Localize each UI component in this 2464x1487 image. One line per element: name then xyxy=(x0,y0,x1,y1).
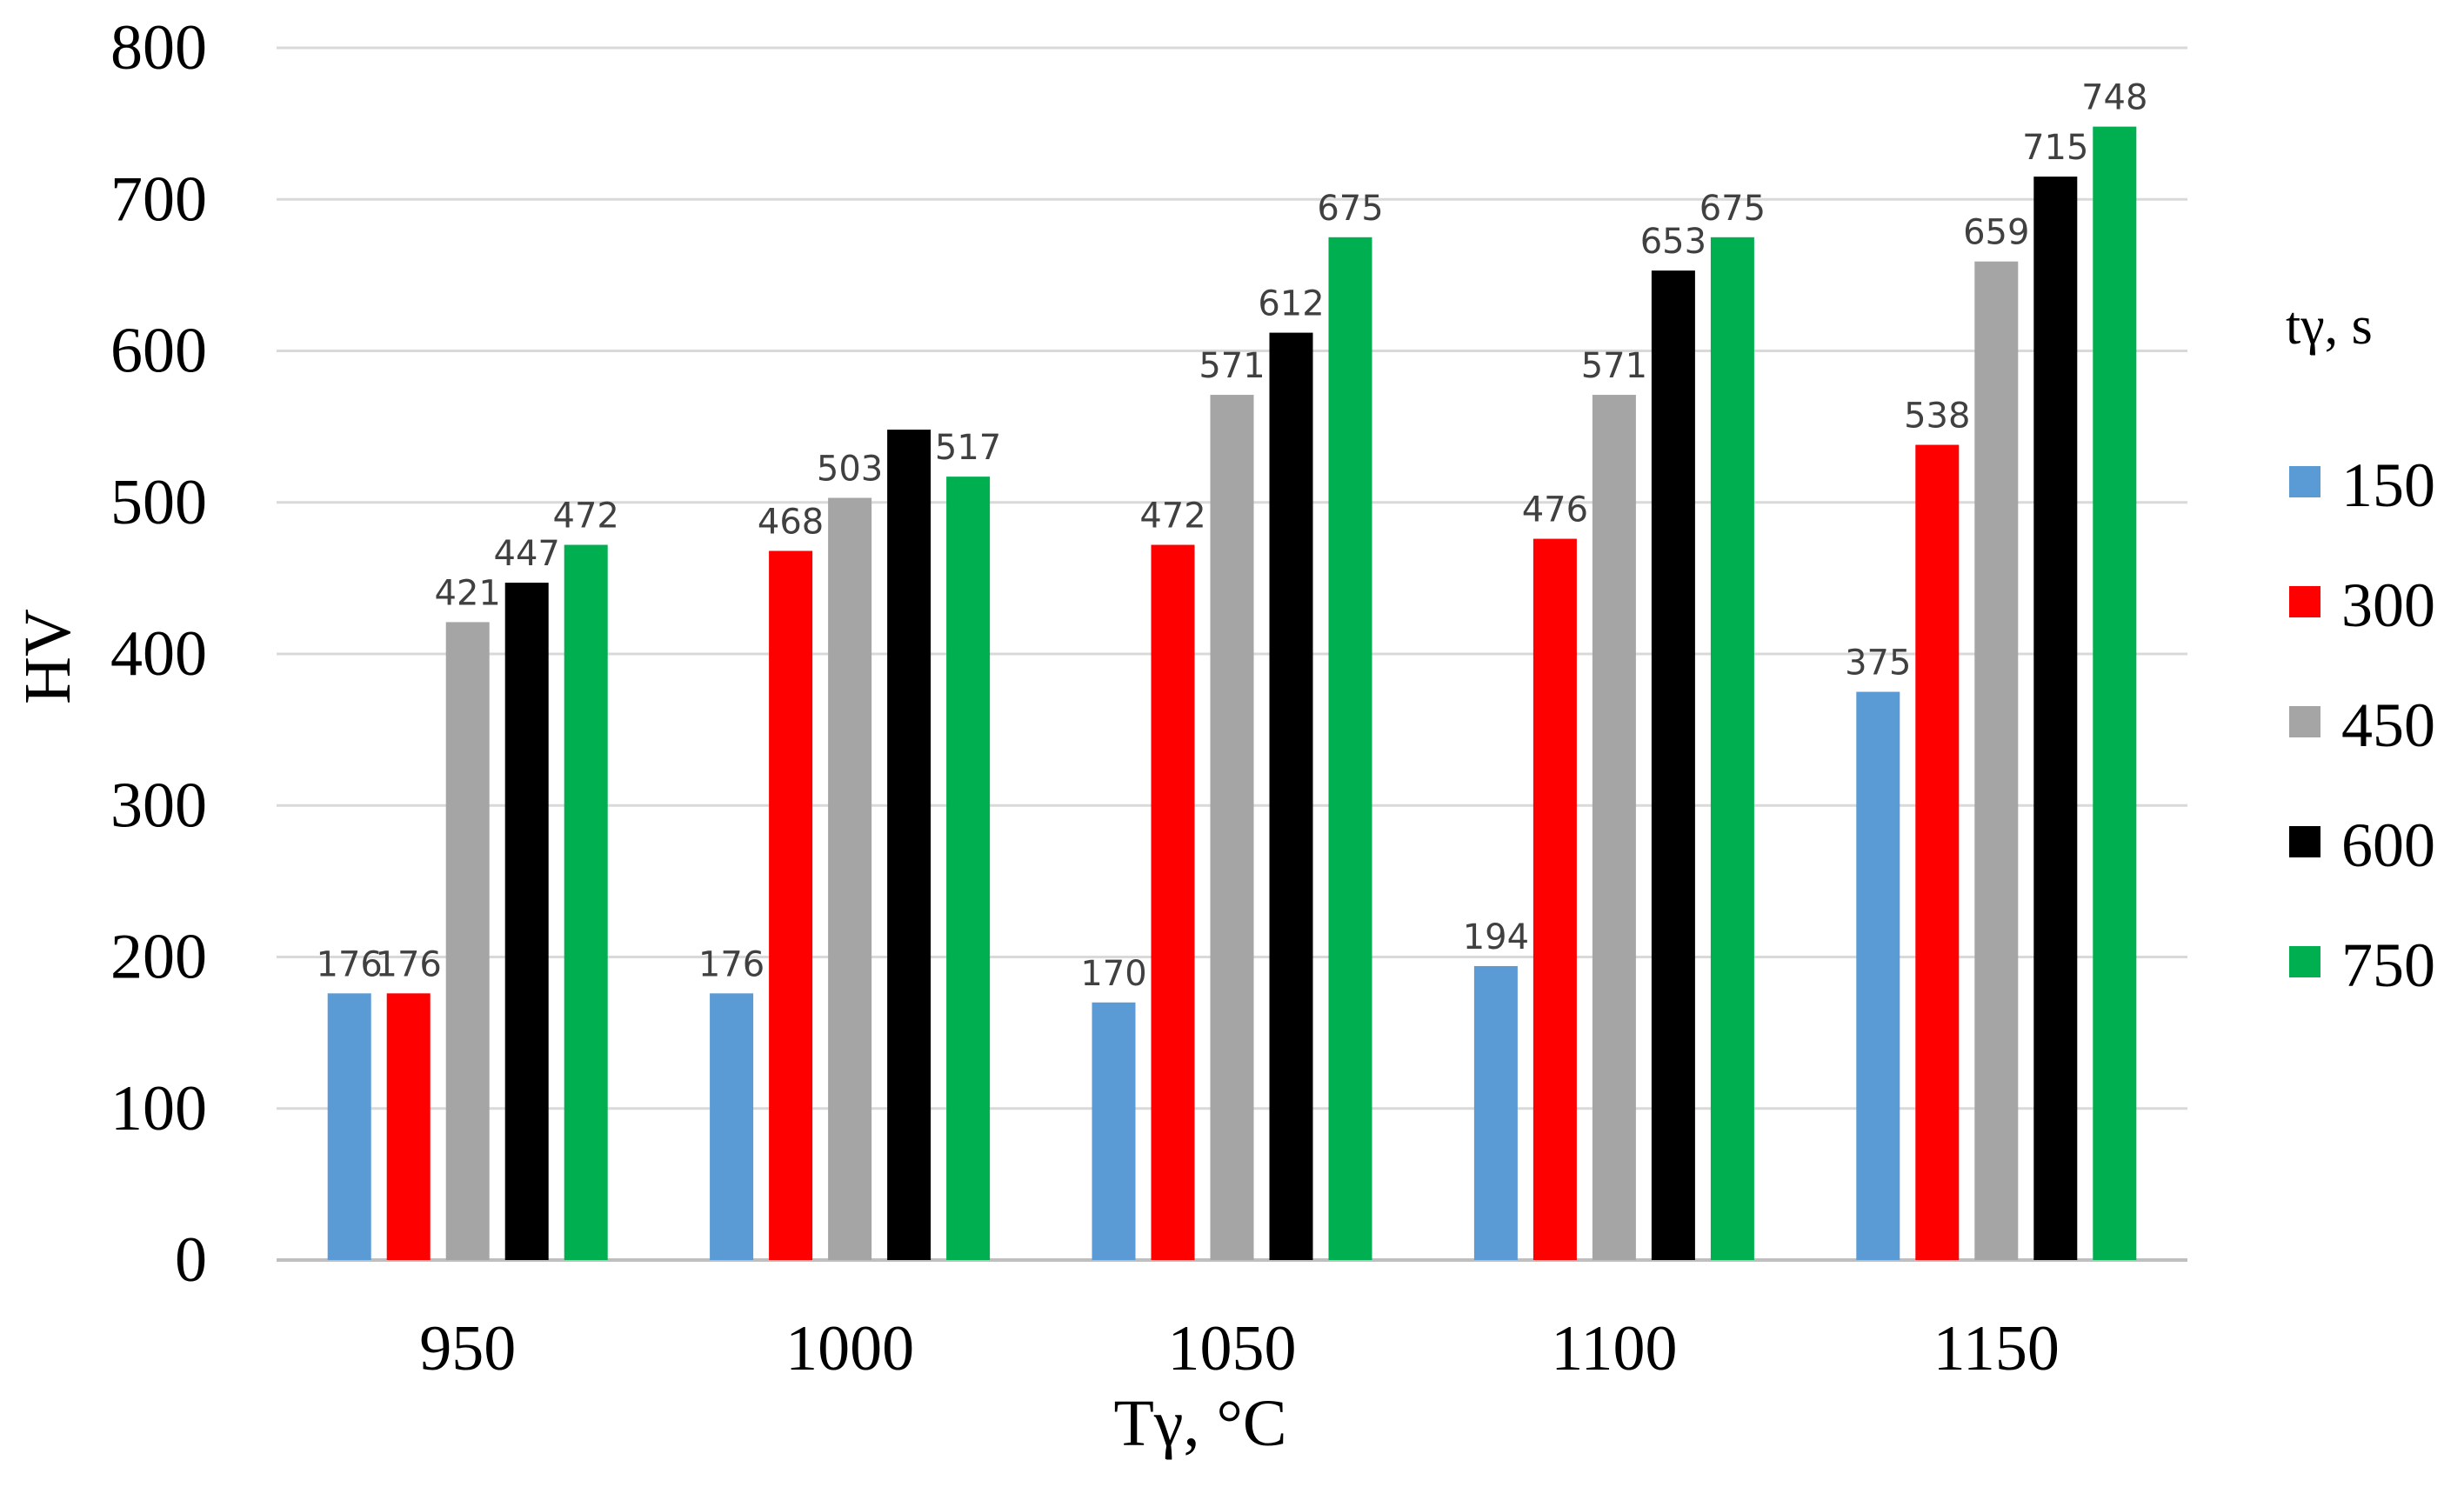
bar-450-1150 xyxy=(1974,261,2019,1260)
bar-300-1150 xyxy=(1915,444,1960,1260)
bar-750-1100 xyxy=(1710,237,1754,1260)
y-tick-label: 400 xyxy=(110,618,207,690)
bar-450-950 xyxy=(445,622,490,1260)
data-label: 503 xyxy=(817,450,883,490)
data-label: 653 xyxy=(1640,222,1706,262)
x-tick-label: 1100 xyxy=(1551,1313,1677,1384)
data-label: 170 xyxy=(1080,954,1146,994)
legend-swatch xyxy=(2289,946,2320,977)
data-label: 675 xyxy=(1699,189,1766,229)
data-label: 375 xyxy=(1845,643,1911,683)
legend-label: 450 xyxy=(2341,690,2435,760)
bar-750-1000 xyxy=(946,477,991,1260)
bar-300-1000 xyxy=(769,550,813,1260)
legend: 150 300 450 600 750 xyxy=(2289,450,2435,1000)
data-labels: 1761764214474721764685035171704725716126… xyxy=(317,78,2148,994)
legend-label: 750 xyxy=(2341,930,2435,1000)
y-tick-label: 300 xyxy=(110,770,207,841)
data-label: 748 xyxy=(2081,78,2147,118)
legend-title: tγ, s xyxy=(2286,297,2373,356)
legend-swatch xyxy=(2289,706,2320,737)
y-tick-label: 600 xyxy=(110,316,207,387)
data-label: 571 xyxy=(1199,346,1265,386)
legend-swatch xyxy=(2289,586,2320,617)
y-axis-ticks: 0 100 200 300 400 500 600 700 800 xyxy=(110,12,207,1296)
data-label: 176 xyxy=(698,944,765,984)
bar-450-1000 xyxy=(828,497,872,1260)
legend-label: 600 xyxy=(2341,810,2435,880)
data-label: 468 xyxy=(758,503,824,543)
bar-300-1100 xyxy=(1532,538,1577,1260)
data-label: 176 xyxy=(317,944,383,984)
data-label: 571 xyxy=(1581,346,1647,386)
legend-label: 150 xyxy=(2341,450,2435,520)
data-label: 517 xyxy=(935,428,1001,468)
x-tick-label: 1050 xyxy=(1168,1313,1297,1384)
x-axis-title: Tγ, °C xyxy=(1113,1387,1286,1460)
x-tick-label: 1150 xyxy=(1933,1313,2060,1384)
bar-150-1000 xyxy=(710,993,754,1260)
data-label: 476 xyxy=(1522,490,1588,530)
data-label: 176 xyxy=(376,944,442,984)
data-label: 715 xyxy=(2022,128,2088,168)
legend-swatch xyxy=(2289,826,2320,857)
bar-750-1150 xyxy=(2093,126,2137,1261)
data-label: 675 xyxy=(1317,189,1383,229)
data-label: 659 xyxy=(1963,213,2029,253)
bar-750-950 xyxy=(564,544,608,1260)
y-tick-label: 800 xyxy=(110,12,207,83)
bars xyxy=(327,126,2137,1261)
bar-750-1050 xyxy=(1328,237,1372,1260)
data-label: 472 xyxy=(553,497,619,537)
legend-swatch xyxy=(2289,466,2320,497)
data-label: 421 xyxy=(435,573,501,613)
bar-300-1050 xyxy=(1151,544,1195,1260)
bar-450-1100 xyxy=(1592,395,1636,1261)
bar-450-1050 xyxy=(1210,395,1254,1261)
bar-600-1050 xyxy=(1269,332,1313,1261)
y-tick-label: 500 xyxy=(110,467,207,538)
bar-150-1050 xyxy=(1092,1002,1136,1260)
x-tick-label: 950 xyxy=(419,1313,516,1384)
data-label: 538 xyxy=(1904,397,1970,437)
y-tick-label: 700 xyxy=(110,163,207,235)
data-label: 194 xyxy=(1463,917,1529,957)
data-label: 612 xyxy=(1258,284,1324,324)
bar-600-1100 xyxy=(1651,270,1695,1261)
y-axis-title: HV xyxy=(11,609,84,704)
y-tick-label: 100 xyxy=(110,1073,207,1144)
bar-600-950 xyxy=(504,583,549,1260)
y-tick-label: 0 xyxy=(175,1224,207,1296)
data-label: 472 xyxy=(1139,497,1205,537)
bar-150-1100 xyxy=(1473,965,1518,1260)
bar-150-950 xyxy=(327,993,371,1260)
x-tick-label: 1000 xyxy=(785,1313,914,1384)
legend-label: 300 xyxy=(2341,570,2435,640)
x-axis-ticks: 950 1000 1050 1100 1150 xyxy=(419,1313,2060,1384)
bar-600-1150 xyxy=(2033,177,2078,1260)
y-tick-label: 200 xyxy=(110,922,207,993)
data-label: 447 xyxy=(494,534,560,574)
bar-600-1000 xyxy=(887,430,932,1260)
bar-150-1150 xyxy=(1856,691,1900,1260)
bar-300-950 xyxy=(386,993,431,1260)
